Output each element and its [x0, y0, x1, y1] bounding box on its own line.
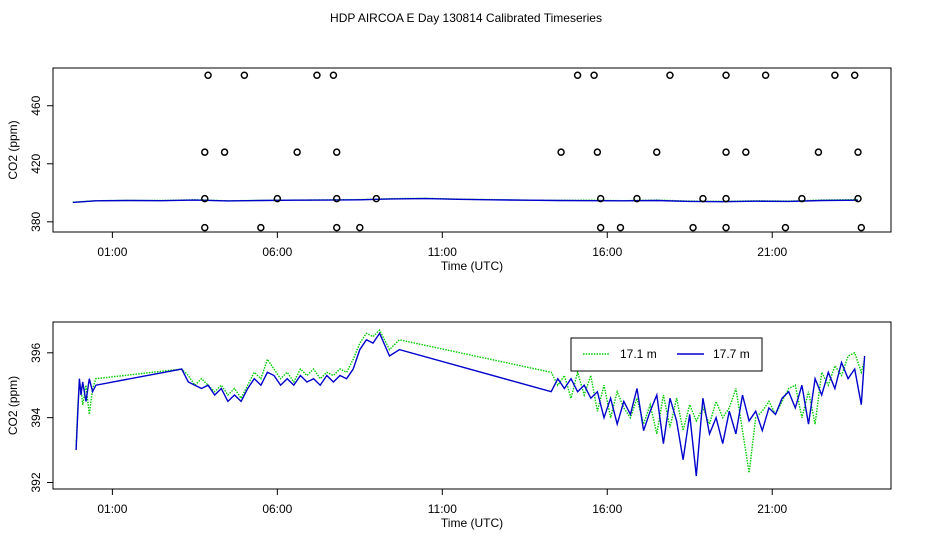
x-tick-label: 11:00 — [428, 245, 457, 259]
data-point — [722, 148, 730, 156]
x-tick-label: 06:00 — [262, 502, 292, 516]
y-tick-label: 394 — [29, 407, 43, 427]
x-tick-label: 21:00 — [757, 245, 787, 259]
data-point — [857, 223, 866, 232]
data-point — [201, 194, 209, 203]
legend-label-17-7m: 17.7 m — [713, 347, 750, 361]
data-point — [722, 71, 730, 80]
top-plot-frame — [52, 67, 892, 233]
data-point — [201, 223, 209, 232]
data-point — [798, 194, 806, 203]
data-point — [699, 194, 707, 203]
series-line-1 — [75, 331, 866, 477]
data-point — [633, 194, 641, 203]
data-point — [596, 223, 605, 232]
data-point — [356, 223, 364, 232]
data-point — [293, 148, 301, 156]
data-point — [742, 148, 750, 156]
y-tick-label: 380 — [29, 212, 43, 232]
legend: 17.1 m 17.7 m — [570, 337, 763, 372]
y-tick-label: 396 — [29, 342, 43, 362]
data-point — [689, 223, 697, 232]
y-tick-label: 392 — [29, 472, 43, 492]
data-point — [590, 71, 598, 80]
x-tick-label: 01:00 — [97, 245, 127, 259]
data-point — [332, 194, 341, 203]
data-point — [372, 194, 381, 203]
data-point — [204, 71, 212, 80]
top-x-axis: 01:00 06:00 11:00 16:00 21:00 — [97, 232, 788, 259]
data-point — [273, 194, 282, 203]
top-x-axis-label: Time (UTC) — [441, 259, 503, 273]
top-plot-marks — [72, 71, 866, 232]
bottom-plot-frame — [52, 321, 892, 490]
data-point — [761, 71, 770, 80]
data-point — [616, 223, 625, 232]
bottom-y-axis-label: CO2 (ppm) — [6, 376, 20, 435]
data-point — [573, 71, 582, 80]
bottom-panel: 01:00 06:00 11:00 16:00 21:00 392 394 396 Time… — [6, 321, 892, 530]
bottom-y-axis: 392 394 396 — [29, 342, 53, 493]
data-point — [596, 194, 605, 203]
x-tick-label: 01:00 — [97, 502, 127, 516]
y-tick-label: 460 — [29, 95, 43, 115]
data-point — [850, 71, 859, 80]
x-tick-label: 16:00 — [592, 502, 622, 516]
x-tick-label: 16:00 — [592, 245, 622, 259]
series-line-0 — [75, 328, 866, 473]
data-point — [557, 148, 565, 156]
data-point — [781, 223, 790, 232]
data-point — [329, 71, 338, 80]
y-tick-label: 420 — [29, 153, 43, 173]
data-point — [220, 148, 229, 156]
bottom-x-axis-label: Time (UTC) — [441, 516, 503, 530]
bottom-x-axis: 01:00 06:00 11:00 16:00 21:00 — [97, 489, 788, 516]
data-point — [201, 148, 209, 156]
series-line-1 — [72, 197, 859, 204]
data-point — [854, 194, 862, 203]
x-tick-label: 21:00 — [757, 502, 787, 516]
top-panel: 01:00 06:00 11:00 16:00 21:00 380 420 460 Time… — [6, 67, 892, 273]
data-point — [240, 71, 249, 80]
data-point — [332, 223, 341, 232]
data-point — [332, 148, 341, 156]
data-point — [814, 148, 823, 156]
data-point — [666, 71, 674, 80]
data-point — [831, 71, 839, 80]
data-point — [653, 148, 661, 156]
legend-label-17-1m: 17.1 m — [620, 347, 657, 361]
chart-title: HDP AIRCOA E Day 130814 Calibrated Times… — [330, 11, 602, 25]
data-point — [313, 71, 321, 80]
data-point — [257, 223, 265, 232]
x-tick-label: 06:00 — [262, 245, 292, 259]
top-y-axis-label: CO2 (ppm) — [6, 120, 20, 179]
bottom-plot-marks — [75, 328, 866, 477]
top-y-axis: 380 420 460 — [29, 95, 53, 232]
data-point — [722, 223, 730, 232]
data-point — [593, 148, 602, 156]
x-tick-label: 11:00 — [428, 502, 457, 516]
data-point — [722, 194, 730, 203]
data-point — [854, 148, 862, 156]
